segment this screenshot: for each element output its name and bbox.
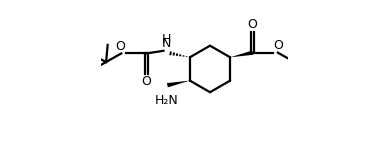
- Text: O: O: [273, 39, 284, 52]
- Polygon shape: [230, 50, 253, 57]
- Polygon shape: [167, 81, 190, 87]
- Text: O: O: [116, 40, 126, 53]
- Text: H₂N: H₂N: [154, 94, 178, 107]
- Text: O: O: [142, 75, 151, 88]
- Text: O: O: [248, 18, 258, 31]
- Text: H: H: [161, 33, 171, 46]
- Text: N: N: [161, 37, 171, 50]
